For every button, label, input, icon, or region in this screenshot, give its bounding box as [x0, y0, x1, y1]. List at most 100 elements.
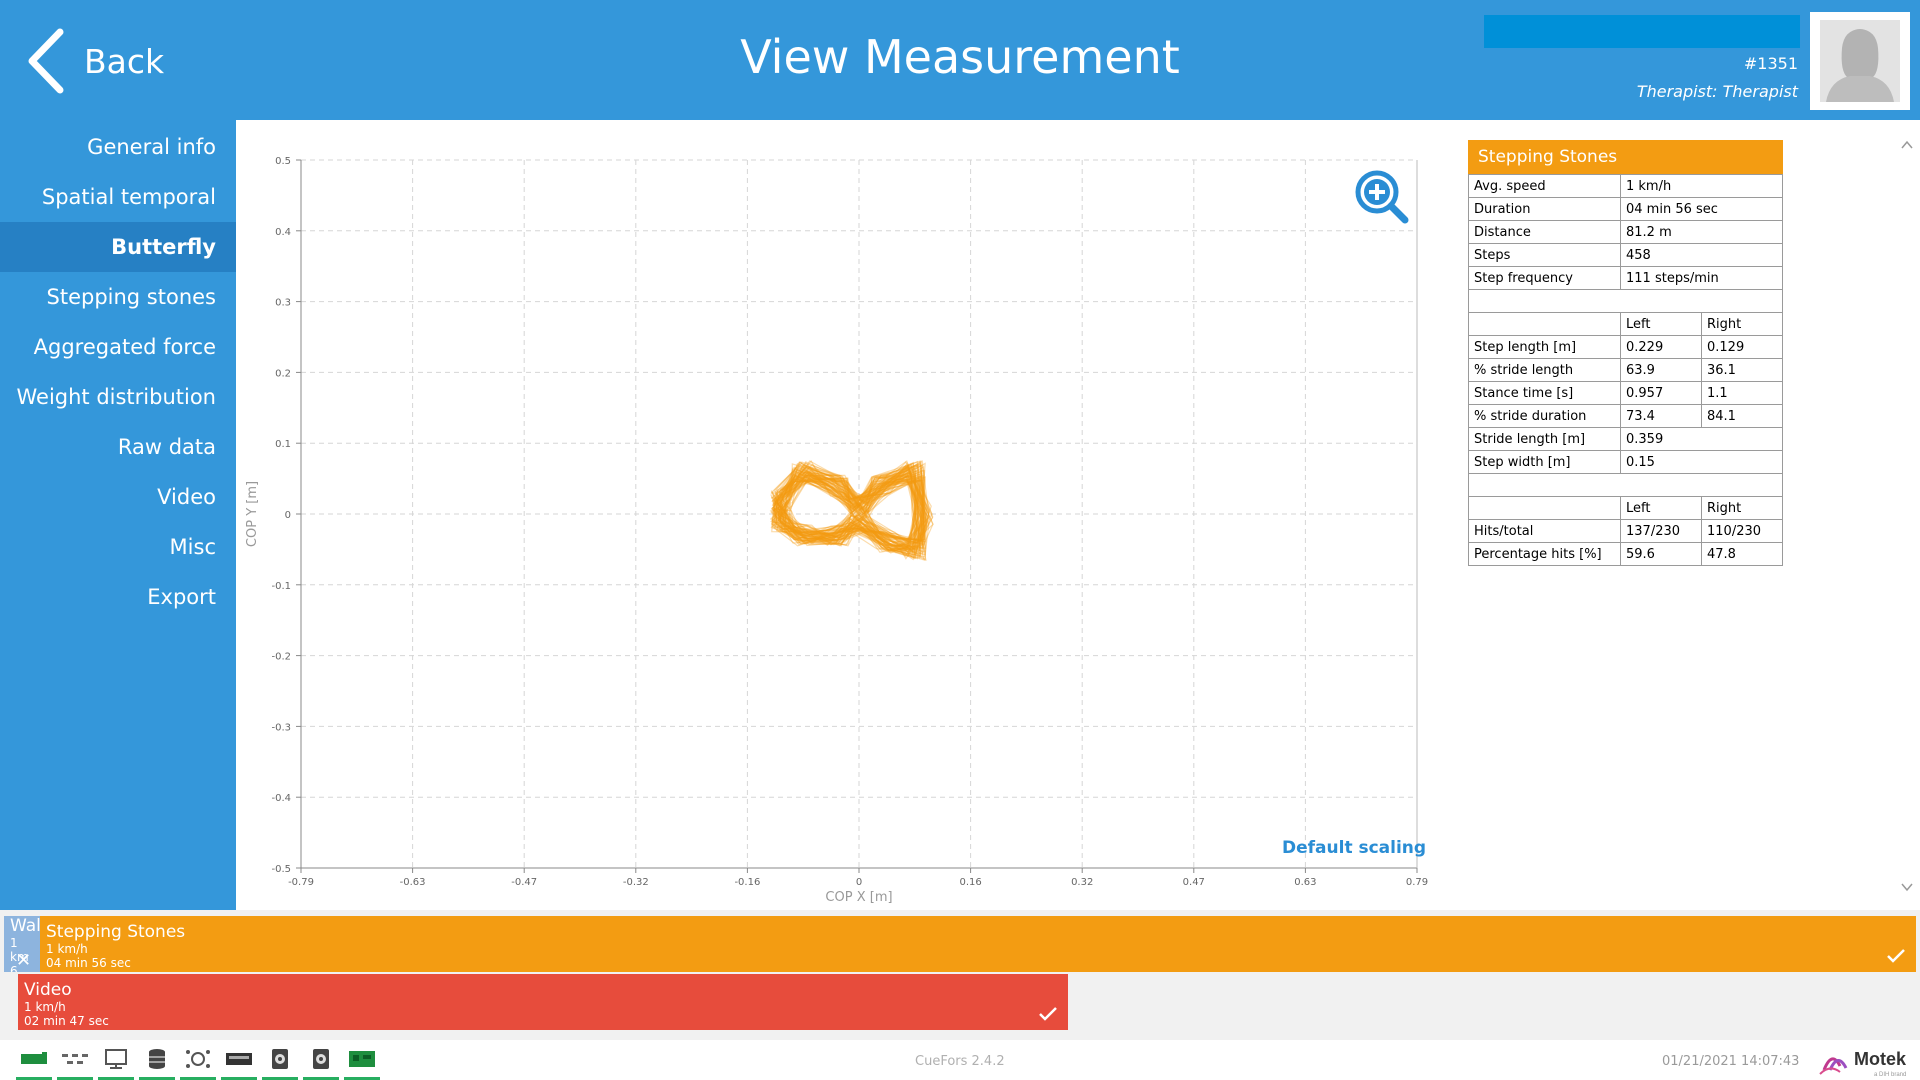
walk-speed: 1 km [10, 936, 29, 964]
chevron-down-icon [1901, 883, 1913, 892]
sensor-array-status[interactable] [57, 1048, 93, 1080]
sidebar-item-spatial-temporal[interactable]: Spatial temporal [41, 185, 216, 209]
stats-table: Avg. speed 1 km/h Duration 04 min 56 sec D… [1468, 174, 1783, 566]
trace-loop [779, 464, 930, 558]
stats-row: Distance 81.2 m [1468, 220, 1783, 244]
trace-loop [779, 476, 926, 559]
sidebar-item-weight-distribution[interactable]: Weight distribution [16, 385, 216, 409]
trace-loop [778, 463, 925, 545]
stat-value: 81.2 m [1620, 220, 1783, 244]
timeline-block-stepping-stones[interactable]: Stepping Stones 1 km/h 04 min 56 sec [40, 916, 1916, 972]
speaker-status[interactable] [262, 1048, 298, 1080]
sensor-array-icon [62, 1054, 88, 1064]
block-duration: 04 min 56 sec [46, 956, 131, 970]
trace-loop [775, 475, 930, 541]
sidebar-item-raw-data[interactable]: Raw data [117, 435, 216, 459]
trace-loop [770, 470, 934, 542]
stats-lr-header: Left Right [1468, 312, 1783, 336]
trace-loop [771, 469, 919, 558]
x-tick-label: 0.47 [1183, 877, 1205, 888]
stat-left: 0.229 [1620, 335, 1702, 359]
walk-title: Wal [10, 916, 40, 936]
butterfly-chart[interactable]: -0.79 -0.63 -0.47 -0.32 -0.16 0 0.16 0.32 0.47 0.… [236, 130, 1436, 910]
trace-loop [773, 475, 917, 552]
camera-network-status[interactable] [180, 1048, 216, 1080]
motek-mark-icon [1819, 1057, 1848, 1075]
sidebar-item-misc[interactable]: Misc [169, 535, 216, 559]
stats-row: Percentage hits [%] 59.6 47.8 [1468, 542, 1783, 566]
trace-loop [784, 468, 918, 551]
trace-loop [772, 473, 925, 550]
trace-loop [777, 461, 925, 560]
motek-logo: Motek a DIH brand [1819, 1049, 1907, 1078]
trace-loop [773, 465, 923, 543]
sidebar-item-export[interactable]: Export [147, 585, 216, 609]
trace-loop [771, 469, 926, 541]
scroll-up-arrow[interactable] [1900, 138, 1914, 152]
y-tick-label: -0.3 [271, 722, 291, 733]
zoom-in-button[interactable] [1353, 168, 1411, 226]
close-icon[interactable]: ✕ [16, 950, 32, 971]
trace-loop [773, 462, 926, 542]
sidebar-item-general-info[interactable]: General info [87, 135, 216, 159]
patient-name-bar [1484, 15, 1800, 48]
stat-label: % stride duration [1468, 404, 1621, 428]
stat-label: Step frequency [1468, 266, 1621, 290]
sidebar-item-aggregated-force[interactable]: Aggregated force [33, 335, 216, 359]
trace-loop [779, 462, 927, 543]
x-tick-label: -0.47 [511, 877, 537, 888]
circuit-board-status[interactable] [344, 1048, 380, 1080]
trace-loop [773, 472, 922, 551]
stats-row: Step length [m] 0.229 0.129 [1468, 335, 1783, 359]
stat-label: Step length [m] [1468, 335, 1621, 359]
monitor-status[interactable] [98, 1048, 134, 1080]
stat-label: Steps [1468, 243, 1621, 267]
trace-loop [770, 470, 914, 555]
sidebar-item-video[interactable]: Video [157, 485, 216, 509]
stat-label: Avg. speed [1468, 174, 1621, 198]
stat-left: 137/230 [1620, 519, 1702, 543]
trace-loop [772, 465, 928, 556]
avatar[interactable] [1810, 12, 1910, 110]
back-button[interactable]: Back [26, 26, 164, 96]
stat-left: 0.957 [1620, 381, 1702, 405]
block-title: Video [24, 980, 72, 1000]
trace-loop [789, 463, 926, 552]
scroll-down-arrow[interactable] [1900, 880, 1914, 894]
default-scaling-link[interactable]: Default scaling [1282, 838, 1427, 858]
timeline-block-video[interactable]: Video 1 km/h 02 min 47 sec [18, 974, 1068, 1030]
timeline-block-walk[interactable]: Wal 1 km 6 sec ✕ [4, 916, 40, 972]
sidebar-item-butterfly[interactable]: Butterfly [0, 222, 236, 272]
treadmill-status[interactable] [16, 1048, 52, 1080]
trace-loop [776, 465, 920, 541]
trace-loop [771, 464, 927, 556]
right-header: Right [1701, 496, 1783, 520]
stats-row: Stance time [s] 0.957 1.1 [1468, 381, 1783, 405]
database-status[interactable] [139, 1048, 175, 1080]
trace-loop [778, 473, 924, 547]
measurement-timeline: Wal 1 km 6 sec ✕ Stepping Stones 1 km/h … [0, 910, 1920, 1040]
trace-loop [772, 476, 922, 552]
trace-loop [779, 462, 926, 548]
speaker-status-2[interactable] [303, 1048, 339, 1080]
status-indicator [98, 1077, 134, 1080]
trace-loop [778, 468, 930, 545]
device-status[interactable] [221, 1048, 257, 1080]
header-bar: Back View Measurement #1351 Therapist: T… [0, 0, 1920, 120]
database-icon [149, 1049, 165, 1069]
sidebar-item-stepping-stones[interactable]: Stepping stones [46, 285, 217, 309]
x-tick-label: 0.63 [1294, 877, 1316, 888]
y-tick-label: -0.2 [271, 652, 291, 663]
stats-row: % stride duration 73.4 84.1 [1468, 404, 1783, 428]
trace-loop [777, 460, 930, 546]
trace-loop [775, 466, 934, 550]
trace-loop [771, 467, 922, 559]
block-speed: 1 km/h [46, 942, 88, 956]
stats-row: Stride length [m] 0.359 [1468, 427, 1783, 451]
trace-loop [773, 462, 921, 545]
x-tick-label: 0.16 [959, 877, 981, 888]
trace-loop [772, 472, 917, 546]
checkmark-icon [1887, 949, 1905, 963]
patient-id: #1351 [1743, 54, 1798, 73]
trace-loop [777, 460, 919, 558]
